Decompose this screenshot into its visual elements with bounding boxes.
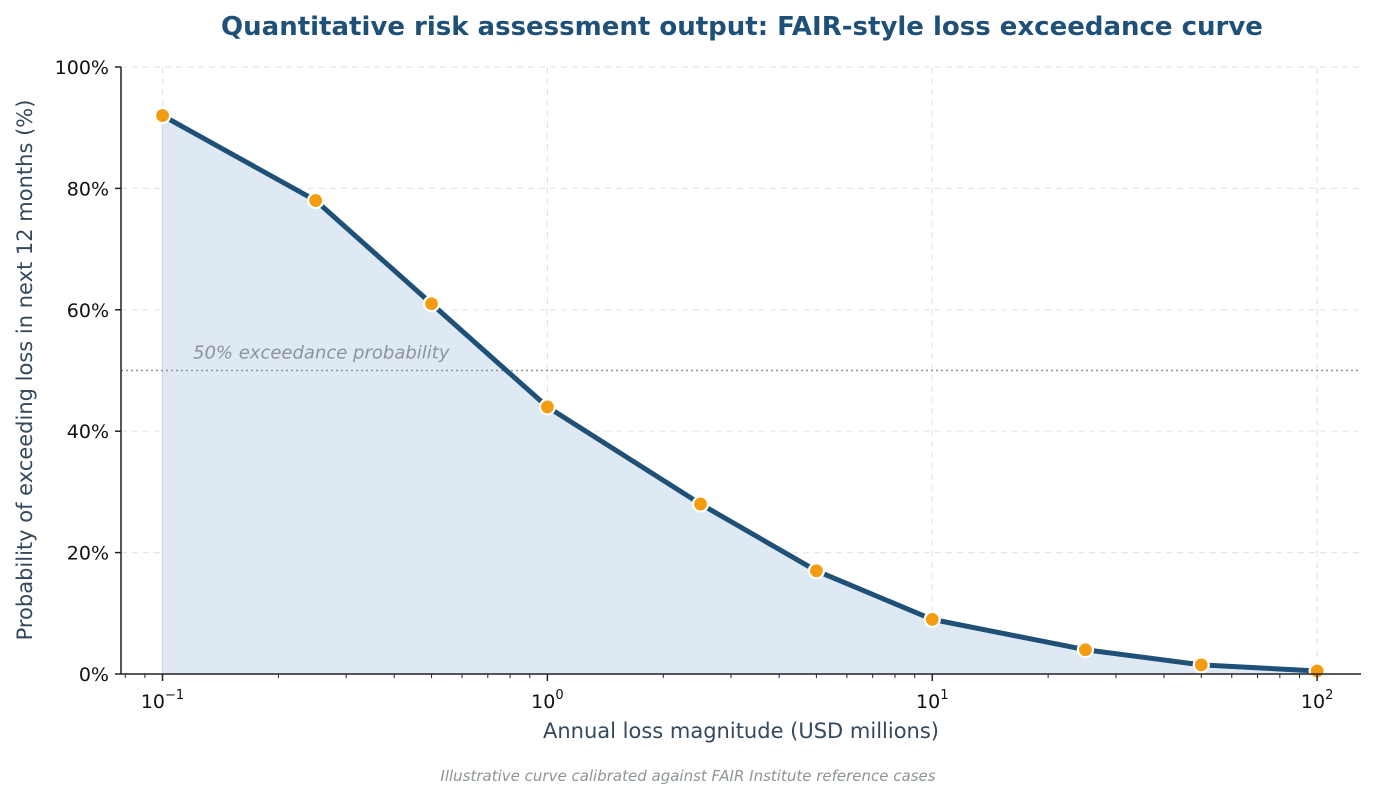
x-tick-label: 10−1 <box>141 688 184 713</box>
data-point-marker <box>538 398 557 416</box>
y-tick-label: 80% <box>67 178 109 200</box>
data-point-marker <box>422 295 441 313</box>
data-point-marker <box>807 562 826 580</box>
chart-caption: Illustrative curve calibrated against FA… <box>440 767 935 785</box>
x-tick-label: 100 <box>531 688 563 713</box>
chart-title: Quantitative risk assessment output: FAI… <box>221 12 1263 42</box>
area-fill <box>162 114 1318 675</box>
data-point-marker <box>1192 656 1210 674</box>
data-point-marker <box>691 495 710 513</box>
axes <box>120 67 1361 675</box>
data-points <box>153 106 1326 680</box>
series-line <box>160 113 1320 674</box>
data-point-marker <box>923 610 941 628</box>
data-point-marker <box>1076 641 1095 659</box>
y-tick-label: 20% <box>67 543 109 565</box>
x-axis-ticks: 10−1 100 101 102 <box>124 674 1333 713</box>
x-tick-label: 101 <box>916 688 948 713</box>
data-point-marker <box>307 191 325 210</box>
y-tick-label: 60% <box>67 300 109 322</box>
x-axis-label: Annual loss magnitude (USD millions) <box>543 719 939 743</box>
data-point-marker <box>153 106 172 125</box>
y-tick-label: 0% <box>79 664 109 686</box>
x-tick-label: 102 <box>1301 688 1333 713</box>
y-axis-ticks: 0% 20% 40% 60% 80% 100% <box>55 57 121 686</box>
reference-line-label: 50% exceedance probability <box>193 343 450 364</box>
y-axis-label: Probability of exceeding loss in next 12… <box>13 100 37 641</box>
y-tick-label: 40% <box>67 421 109 443</box>
y-tick-label: 100% <box>55 57 109 79</box>
